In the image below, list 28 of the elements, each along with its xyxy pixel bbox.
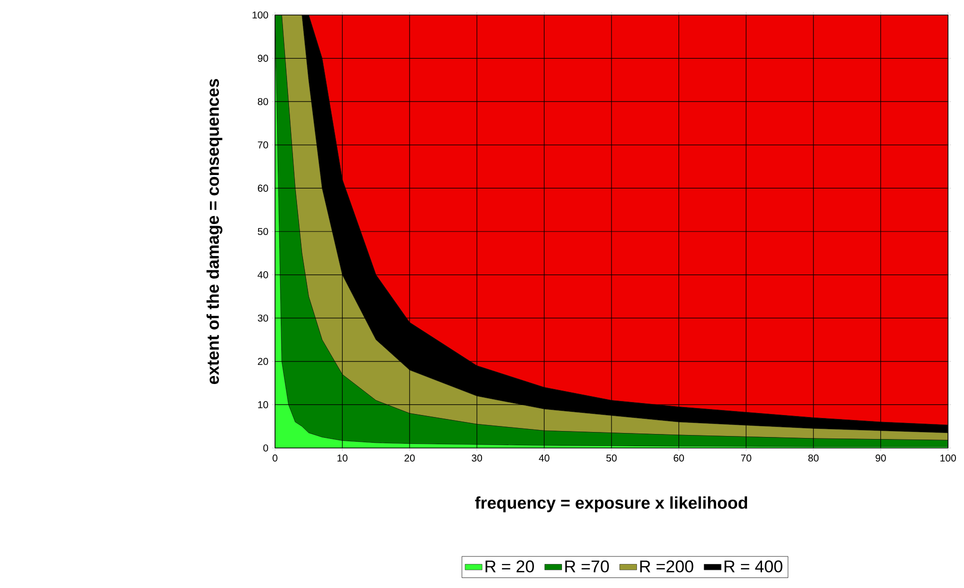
- y-tick-label: 0: [263, 444, 268, 452]
- x-tick-label: 40: [538, 454, 550, 462]
- x-tick-label: 100: [940, 454, 956, 462]
- y-tick-label: 90: [258, 54, 268, 62]
- legend-label: R = 20: [486, 560, 534, 572]
- y-tick-label: 40: [258, 271, 268, 278]
- x-tick-label: 70: [741, 454, 752, 462]
- x-tick-label: 20: [404, 454, 415, 462]
- x-tick-label: 90: [876, 454, 886, 462]
- y-tick-label: 10: [258, 401, 268, 408]
- y-tick-label: 70: [258, 141, 268, 148]
- x-tick-label: 80: [808, 454, 819, 462]
- x-tick-label: 30: [472, 454, 482, 462]
- x-tick-label: 0: [272, 454, 278, 462]
- y-tick-label: 100: [252, 11, 268, 19]
- y-tick-label: 60: [258, 184, 268, 192]
- y-axis-title: extent of the damage = consequences: [206, 79, 222, 384]
- y-tick-label: 30: [258, 314, 268, 322]
- legend-label: R =70: [565, 560, 609, 572]
- y-tick-label: 50: [258, 228, 268, 236]
- x-axis-title: frequency = exposure x likelihood: [475, 496, 748, 512]
- y-tick-label: 80: [258, 98, 268, 106]
- x-tick-label: 60: [674, 454, 684, 462]
- y-tick-label: 20: [258, 358, 268, 365]
- x-tick-label: 50: [606, 454, 617, 462]
- legend-label: R = 400: [724, 560, 782, 572]
- legend-label: R =200: [640, 560, 694, 572]
- x-tick-label: 10: [338, 454, 348, 462]
